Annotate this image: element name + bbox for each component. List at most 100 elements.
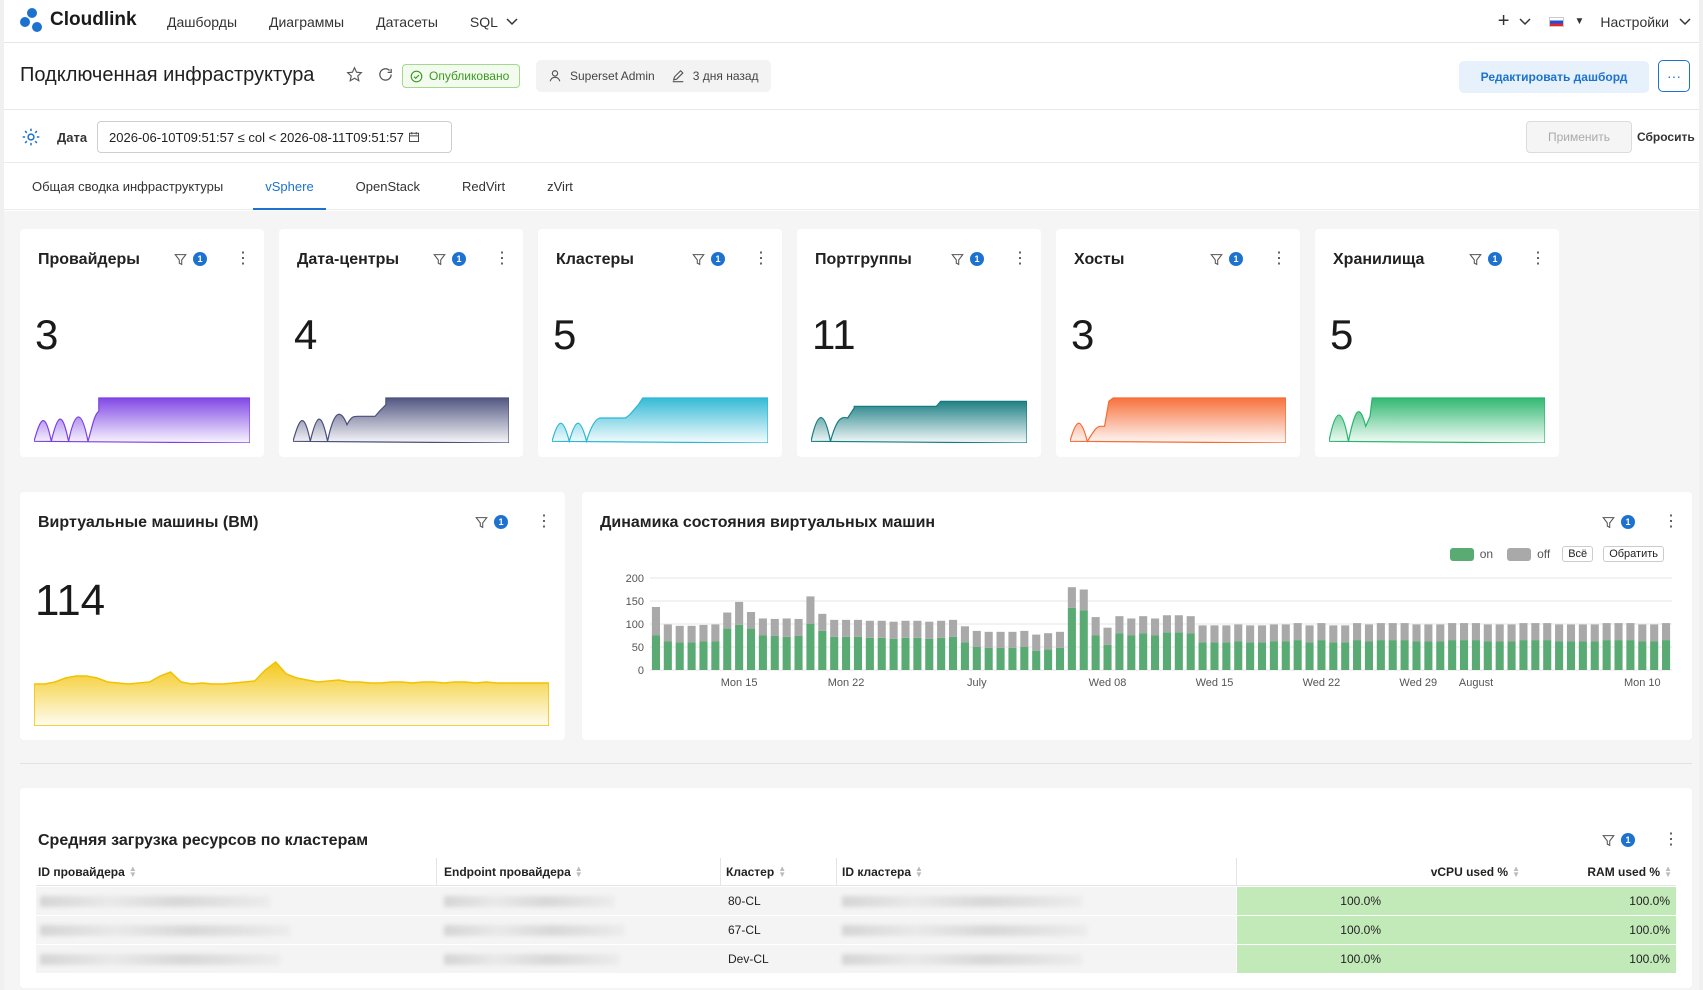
bar-off[interactable]: [723, 612, 732, 629]
bar-on[interactable]: [996, 647, 1005, 670]
bar-off[interactable]: [1246, 625, 1255, 643]
bar-off[interactable]: [1317, 623, 1326, 641]
bar-on[interactable]: [1257, 642, 1267, 670]
chevron-down-icon[interactable]: [1679, 17, 1691, 26]
bar-on[interactable]: [1543, 640, 1552, 670]
bar-off[interactable]: [746, 612, 756, 629]
bar-off[interactable]: [1662, 623, 1671, 641]
more-options-button[interactable]: ···: [1658, 60, 1690, 92]
bar-off[interactable]: [1424, 624, 1433, 642]
bar-off[interactable]: [842, 619, 851, 637]
bar-on[interactable]: [1091, 635, 1100, 671]
bar-on[interactable]: [1650, 641, 1659, 670]
bar-on[interactable]: [842, 636, 851, 670]
filter-count-badge[interactable]: 1: [970, 252, 984, 266]
bar-on[interactable]: [830, 636, 839, 670]
bar-on[interactable]: [699, 641, 708, 670]
bar-on[interactable]: [1555, 641, 1564, 670]
bar-on[interactable]: [1281, 641, 1290, 670]
nav-sql[interactable]: SQL: [470, 14, 518, 30]
filter-icon[interactable]: [1469, 253, 1482, 266]
bar-off[interactable]: [782, 618, 791, 637]
edit-dashboard-button[interactable]: Редактировать дашборд: [1459, 61, 1649, 93]
column-header-ram[interactable]: RAM used % ▲ ▼: [1587, 864, 1672, 880]
bar-off[interactable]: [699, 624, 708, 642]
bar-off[interactable]: [901, 620, 910, 638]
bar-on[interactable]: [1364, 641, 1374, 670]
more-vertical-icon[interactable]: ⋮: [1012, 250, 1028, 267]
bar-off[interactable]: [1543, 623, 1552, 641]
legend-swatch-on[interactable]: [1449, 547, 1474, 561]
bar-on[interactable]: [1055, 647, 1065, 670]
chevron-down-icon[interactable]: [1519, 17, 1531, 26]
more-vertical-icon[interactable]: ⋮: [235, 250, 251, 267]
bar-on[interactable]: [1044, 649, 1053, 670]
bar-off[interactable]: [1257, 625, 1267, 643]
star-icon[interactable]: [346, 66, 363, 83]
bar-on[interactable]: [818, 630, 827, 670]
bar-off[interactable]: [1341, 625, 1350, 643]
column-header-provider-id[interactable]: ID провайдера ▲ ▼: [38, 864, 137, 880]
filter-icon[interactable]: [692, 253, 705, 266]
bar-on[interactable]: [675, 642, 684, 670]
bar-on[interactable]: [711, 641, 720, 670]
bar-on[interactable]: [1614, 640, 1623, 670]
bar-off[interactable]: [1210, 625, 1219, 643]
bar-off[interactable]: [1151, 618, 1160, 636]
bar-on[interactable]: [746, 628, 756, 670]
bar-on[interactable]: [1103, 644, 1112, 670]
bar-off[interactable]: [758, 618, 767, 636]
bar-off[interactable]: [877, 620, 886, 638]
bar-off[interactable]: [960, 626, 969, 643]
bar-off[interactable]: [1032, 634, 1041, 651]
filter-icon[interactable]: [174, 253, 187, 266]
bar-off[interactable]: [675, 625, 684, 643]
bar-on[interactable]: [937, 637, 946, 670]
bar-on[interactable]: [960, 642, 969, 670]
bar-on[interactable]: [889, 638, 898, 670]
bar-on[interactable]: [1008, 647, 1017, 670]
bar-on[interactable]: [687, 642, 696, 670]
filter-count-badge[interactable]: 1: [711, 252, 725, 266]
bar-off[interactable]: [865, 620, 874, 638]
bar-off[interactable]: [1115, 616, 1124, 634]
bar-on[interactable]: [651, 635, 660, 671]
filter-icon[interactable]: [951, 253, 964, 266]
bar-on[interactable]: [1151, 635, 1160, 671]
filter-icon[interactable]: [1210, 253, 1223, 266]
nav-datasets[interactable]: Датасеты: [376, 13, 438, 30]
bar-on[interactable]: [735, 624, 744, 670]
tab-openstack[interactable]: OpenStack: [355, 179, 420, 194]
bar-off[interactable]: [1471, 623, 1480, 641]
bar-on[interactable]: [758, 635, 767, 671]
bar-on[interactable]: [1115, 633, 1124, 670]
bar-off[interactable]: [735, 601, 744, 625]
bar-off[interactable]: [925, 621, 934, 639]
bar-on[interactable]: [1638, 641, 1647, 670]
bar-off[interactable]: [913, 620, 922, 638]
bar-on[interactable]: [1127, 635, 1136, 671]
bar-on[interactable]: [1424, 641, 1433, 670]
bar-on[interactable]: [1067, 607, 1076, 670]
bar-on[interactable]: [877, 637, 886, 670]
bar-on[interactable]: [948, 636, 958, 670]
filter-count-badge[interactable]: 1: [1229, 252, 1243, 266]
bar-on[interactable]: [1531, 640, 1540, 670]
bar-off[interactable]: [1091, 617, 1100, 636]
filter-icon[interactable]: [1602, 834, 1615, 847]
bar-on[interactable]: [1020, 647, 1029, 670]
legend-swatch-off[interactable]: [1507, 547, 1532, 561]
bar-off[interactable]: [1531, 623, 1540, 641]
column-header-endpoint[interactable]: Endpoint провайдера ▲ ▼: [444, 864, 583, 880]
bar-off[interactable]: [1222, 625, 1231, 643]
bar-off[interactable]: [1578, 624, 1587, 642]
bar-on[interactable]: [1519, 640, 1528, 670]
bar-on[interactable]: [1459, 640, 1469, 670]
filter-count-badge[interactable]: 1: [452, 252, 466, 266]
bar-off[interactable]: [1448, 623, 1457, 641]
bar-on[interactable]: [1590, 641, 1599, 670]
bar-on[interactable]: [1662, 640, 1671, 670]
bar-on[interactable]: [901, 637, 910, 670]
legend-select-all-button[interactable]: Всё: [1562, 546, 1594, 562]
filter-count-badge[interactable]: 1: [1621, 833, 1635, 847]
